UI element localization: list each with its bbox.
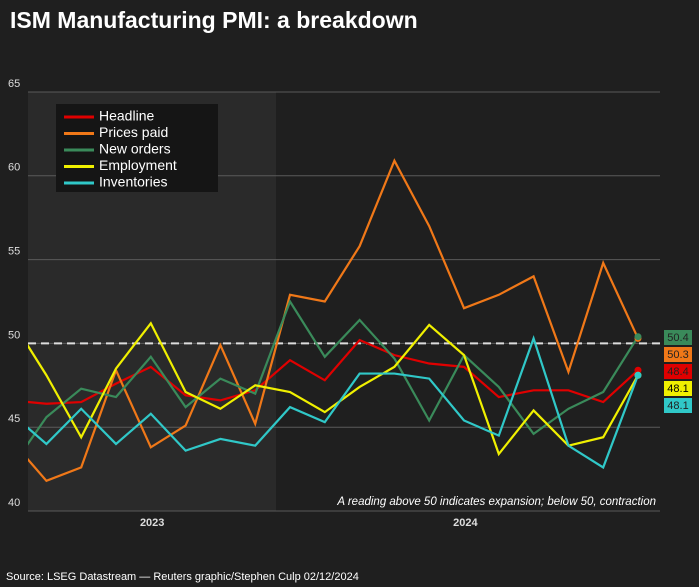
source: Source: LSEG Datastream — Reuters graphi… xyxy=(6,571,359,583)
legend-label: Employment xyxy=(99,157,177,173)
annotation: A reading above 50 indicates expansion; … xyxy=(336,496,656,508)
value-box xyxy=(664,381,692,396)
series-line xyxy=(28,338,639,405)
legend-label: Prices paid xyxy=(99,124,168,140)
y-tick-label: 65 xyxy=(8,78,20,90)
series-line xyxy=(28,321,639,457)
value-label: 48.1 xyxy=(667,400,688,412)
y-tick-label: 45 xyxy=(8,413,20,425)
value-box xyxy=(664,330,692,345)
end-dot xyxy=(634,366,642,374)
value-label: 50.3 xyxy=(667,349,688,361)
legend-label: Headline xyxy=(99,108,154,124)
chart-title: ISM Manufacturing PMI: a breakdown xyxy=(10,7,418,33)
series-line xyxy=(28,299,639,446)
legend-label: Inventories xyxy=(99,174,167,190)
x-tick-label: 2024 xyxy=(453,517,478,529)
plot-area xyxy=(28,158,640,483)
y-tick-label: 60 xyxy=(8,162,20,174)
y-tick-label: 40 xyxy=(8,497,20,509)
y-tick-label: 55 xyxy=(8,246,20,258)
value-label: 48.1 xyxy=(667,383,688,395)
value-label: 48.4 xyxy=(667,366,688,378)
y-tick-label: 50 xyxy=(8,329,20,341)
value-box xyxy=(664,364,692,379)
end-dot xyxy=(634,333,642,341)
series-line xyxy=(28,334,640,470)
value-label: 50.4 xyxy=(667,332,688,344)
end-dot xyxy=(634,371,642,379)
value-box xyxy=(664,347,692,362)
value-box xyxy=(664,398,692,413)
legend-box xyxy=(56,104,218,192)
x-tick-label: 2023 xyxy=(140,517,164,529)
legend-label: New orders xyxy=(99,141,171,157)
